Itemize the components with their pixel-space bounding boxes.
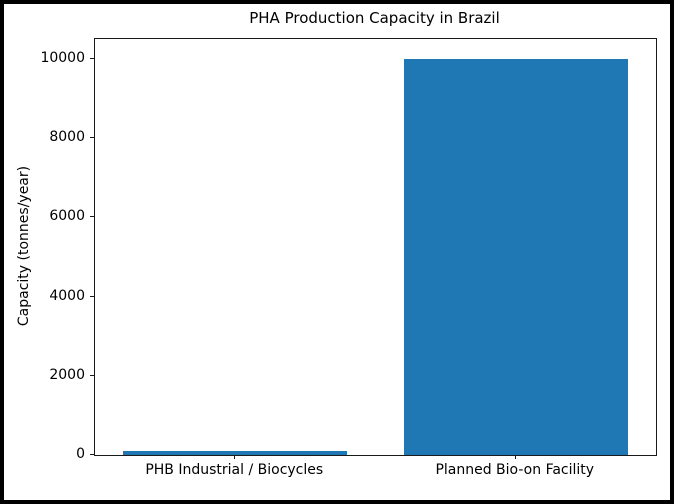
y-tick-label: 4000 (49, 287, 85, 304)
y-tick-mark (90, 374, 94, 376)
y-tick-label: 8000 (49, 129, 85, 146)
x-tick-label: PHB Industrial / Biocycles (145, 462, 324, 478)
y-tick-mark (90, 57, 94, 59)
y-tick-mark (90, 216, 94, 218)
y-tick-label: 6000 (49, 208, 85, 225)
y-tick-label: 10000 (40, 49, 85, 66)
bar (123, 451, 348, 455)
y-tick-mark (90, 137, 94, 139)
y-tick-label: 2000 (49, 366, 85, 383)
y-tick-label: 0 (76, 446, 85, 462)
y-tick-mark (90, 295, 94, 297)
chart-title: PHA Production Capacity in Brazil (249, 9, 500, 27)
x-tick-mark (514, 455, 516, 459)
y-tick-mark (90, 454, 94, 455)
plot-area (94, 38, 657, 456)
x-tick-mark (234, 455, 236, 459)
x-tick-label: Planned Bio-on Facility (435, 462, 595, 478)
bar (403, 58, 628, 455)
